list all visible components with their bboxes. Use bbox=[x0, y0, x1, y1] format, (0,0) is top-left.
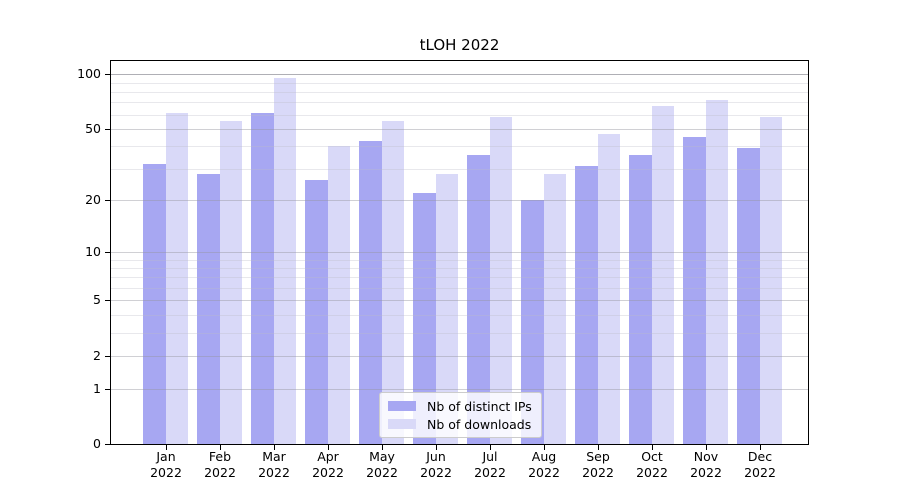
bar-downloads-aug bbox=[544, 174, 566, 444]
bar-distinct-ips-nov bbox=[683, 137, 706, 444]
legend-swatch-downloads bbox=[388, 419, 416, 429]
month-year: 2022 bbox=[528, 464, 560, 480]
y-tick-mark-5 bbox=[105, 300, 110, 302]
bar-distinct-ips-may bbox=[359, 140, 382, 444]
y-tick-mark-2 bbox=[105, 356, 110, 357]
bar-distinct-ips-feb bbox=[197, 174, 220, 444]
legend-item-downloads: Nb of downloads bbox=[388, 416, 532, 432]
x-tick-mark-apr bbox=[328, 445, 329, 450]
x-tick-mark-dec bbox=[760, 445, 761, 450]
x-tick-label-aug: Aug 2022 bbox=[504, 449, 584, 480]
x-tick-mark-aug bbox=[544, 445, 545, 450]
bar-distinct-ips-oct bbox=[629, 154, 652, 444]
x-tick-mark-mar bbox=[274, 445, 275, 450]
legend-label-distinct-ips: Nb of distinct IPs bbox=[427, 398, 532, 414]
month-year: 2022 bbox=[474, 464, 506, 480]
month-year: 2022 bbox=[204, 464, 236, 480]
x-tick-label-mar: Mar 2022 bbox=[234, 449, 314, 480]
bar-distinct-ips-dec bbox=[737, 148, 760, 444]
y-tick-mark-50 bbox=[105, 128, 110, 130]
x-tick-label-apr: Apr 2022 bbox=[288, 449, 368, 480]
month-year: 2022 bbox=[744, 464, 776, 480]
x-tick-label-feb: Feb 2022 bbox=[180, 449, 260, 480]
month-year: 2022 bbox=[690, 464, 722, 480]
x-tick-mark-jun bbox=[436, 445, 437, 450]
bar-downloads-oct bbox=[652, 105, 674, 444]
y-tick-mark-100 bbox=[105, 74, 110, 76]
month-name: Aug bbox=[531, 449, 557, 464]
month-name: May bbox=[369, 449, 395, 464]
y-tick-label-10: 10 bbox=[85, 243, 101, 259]
month-name: Jun bbox=[426, 449, 446, 464]
bar-distinct-ips-mar bbox=[251, 113, 274, 444]
y-tick-label-20: 20 bbox=[85, 192, 101, 207]
x-tick-mark-feb bbox=[220, 445, 221, 450]
month-name: Jan bbox=[156, 449, 176, 464]
month-name: Sep bbox=[586, 449, 610, 464]
y-tick-label-50: 50 bbox=[85, 120, 101, 136]
x-tick-label-sep: Sep 2022 bbox=[558, 449, 638, 480]
bar-downloads-mar bbox=[274, 78, 296, 444]
y-tick-mark-20 bbox=[105, 200, 110, 201]
plot-area: Nb of distinct IPs Nb of downloads bbox=[110, 60, 809, 445]
bar-downloads-dec bbox=[760, 117, 782, 444]
month-year: 2022 bbox=[150, 464, 182, 480]
bar-distinct-ips-aug bbox=[521, 200, 544, 444]
x-tick-mark-jul bbox=[490, 445, 491, 450]
chart-title: tLOH 2022 bbox=[419, 36, 500, 54]
month-name: Mar bbox=[262, 449, 286, 464]
month-name: Jul bbox=[482, 449, 498, 464]
bar-distinct-ips-jul bbox=[467, 154, 490, 444]
y-tick-mark-10 bbox=[105, 251, 110, 253]
x-tick-label-jan: Jan 2022 bbox=[126, 449, 206, 480]
month-year: 2022 bbox=[312, 464, 344, 480]
x-tick-label-dec: Dec 2022 bbox=[720, 449, 800, 480]
bar-downloads-jul bbox=[490, 117, 512, 444]
x-tick-mark-nov bbox=[706, 445, 707, 450]
month-name: Dec bbox=[747, 449, 773, 464]
x-tick-mark-may bbox=[382, 445, 383, 450]
y-tick-label-2: 2 bbox=[93, 348, 101, 363]
x-tick-label-jul: Jul 2022 bbox=[450, 449, 530, 480]
bar-downloads-jan bbox=[166, 113, 188, 444]
month-name: Feb bbox=[208, 449, 232, 464]
legend: Nb of distinct IPs Nb of downloads bbox=[379, 392, 542, 438]
y-tick-label-1: 1 bbox=[93, 380, 101, 396]
x-tick-label-jun: Jun 2022 bbox=[396, 449, 476, 480]
x-tick-label-may: May 2022 bbox=[342, 449, 422, 480]
month-year: 2022 bbox=[582, 464, 614, 480]
x-tick-label-nov: Nov 2022 bbox=[666, 449, 746, 480]
bar-distinct-ips-jan bbox=[143, 163, 166, 444]
bar-distinct-ips-jun bbox=[413, 192, 436, 444]
bar-distinct-ips-sep bbox=[575, 166, 598, 444]
month-name: Apr bbox=[317, 449, 339, 464]
x-tick-mark-oct bbox=[652, 445, 653, 450]
bar-distinct-ips-apr bbox=[305, 179, 328, 444]
month-year: 2022 bbox=[366, 464, 398, 480]
bars-layer bbox=[111, 61, 808, 444]
y-tick-label-5: 5 bbox=[93, 292, 101, 308]
month-year: 2022 bbox=[636, 464, 668, 480]
bar-downloads-may bbox=[382, 121, 404, 444]
bar-downloads-feb bbox=[220, 121, 242, 444]
month-year: 2022 bbox=[420, 464, 452, 480]
x-tick-mark-sep bbox=[598, 445, 599, 450]
bar-downloads-jun bbox=[436, 174, 458, 444]
x-tick-mark-jan bbox=[166, 445, 167, 450]
legend-item-distinct-ips: Nb of distinct IPs bbox=[388, 398, 532, 414]
month-name: Oct bbox=[641, 449, 663, 464]
month-name: Nov bbox=[693, 449, 719, 464]
legend-label-downloads: Nb of downloads bbox=[427, 416, 532, 432]
y-tick-label-0: 0 bbox=[93, 436, 101, 451]
bar-downloads-apr bbox=[328, 146, 350, 444]
bar-downloads-sep bbox=[598, 133, 620, 444]
y-tick-mark-1 bbox=[105, 388, 110, 390]
legend-swatch-distinct-ips bbox=[388, 401, 416, 411]
x-tick-label-oct: Oct 2022 bbox=[612, 449, 692, 480]
month-year: 2022 bbox=[258, 464, 290, 480]
bar-downloads-nov bbox=[706, 100, 728, 444]
y-tick-label-100: 100 bbox=[77, 66, 101, 82]
y-tick-mark-0 bbox=[105, 444, 110, 445]
